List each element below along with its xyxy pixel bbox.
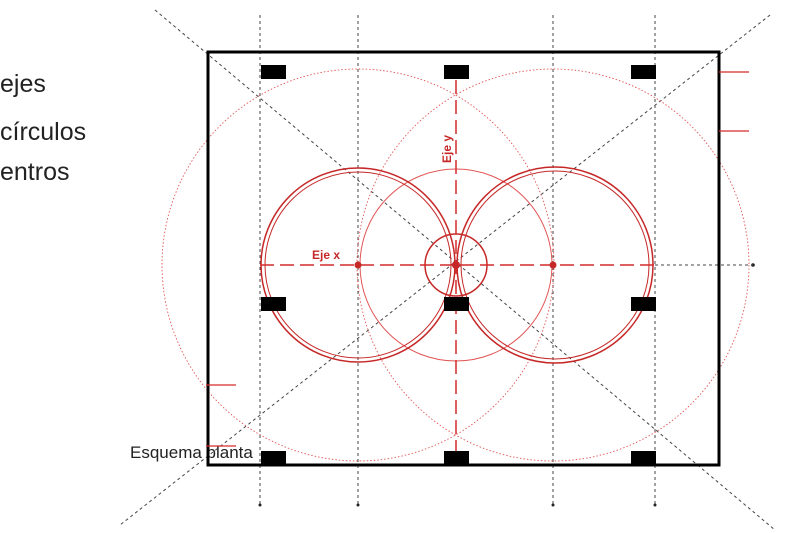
column-mid-center bbox=[444, 297, 469, 311]
edge-ticks bbox=[206, 71, 749, 447]
diagonal-guides bbox=[119, 9, 776, 531]
column-bottom-left bbox=[261, 451, 286, 465]
column-mid-right bbox=[631, 297, 656, 311]
center-point-left bbox=[354, 261, 362, 269]
axis-x-label: Eje x bbox=[312, 248, 340, 262]
legend-item-centers: entros bbox=[0, 158, 70, 186]
axis-y-label: Eje y bbox=[440, 135, 454, 163]
grid-endpoints bbox=[258, 263, 755, 507]
column-bottom-right bbox=[631, 451, 656, 465]
legend-item-circles: círculos bbox=[0, 118, 87, 146]
column-top-left bbox=[261, 65, 286, 79]
column-top-right bbox=[631, 65, 656, 79]
diagonal-guide-2 bbox=[119, 14, 771, 526]
vertical-grid-lines bbox=[259, 15, 656, 505]
center-point-right bbox=[549, 261, 557, 269]
plan-caption: Esquema planta bbox=[130, 443, 253, 462]
legend-item-axes: ejes bbox=[0, 70, 46, 98]
plan-outline bbox=[206, 50, 721, 467]
column-top-center bbox=[444, 65, 469, 79]
center-points bbox=[354, 261, 557, 269]
center-point-middle bbox=[452, 261, 460, 269]
columns bbox=[261, 65, 656, 465]
diagonal-guide-1 bbox=[154, 9, 776, 531]
large-circle-right bbox=[356, 68, 750, 462]
column-bottom-center bbox=[444, 451, 469, 465]
column-mid-left bbox=[261, 297, 286, 311]
